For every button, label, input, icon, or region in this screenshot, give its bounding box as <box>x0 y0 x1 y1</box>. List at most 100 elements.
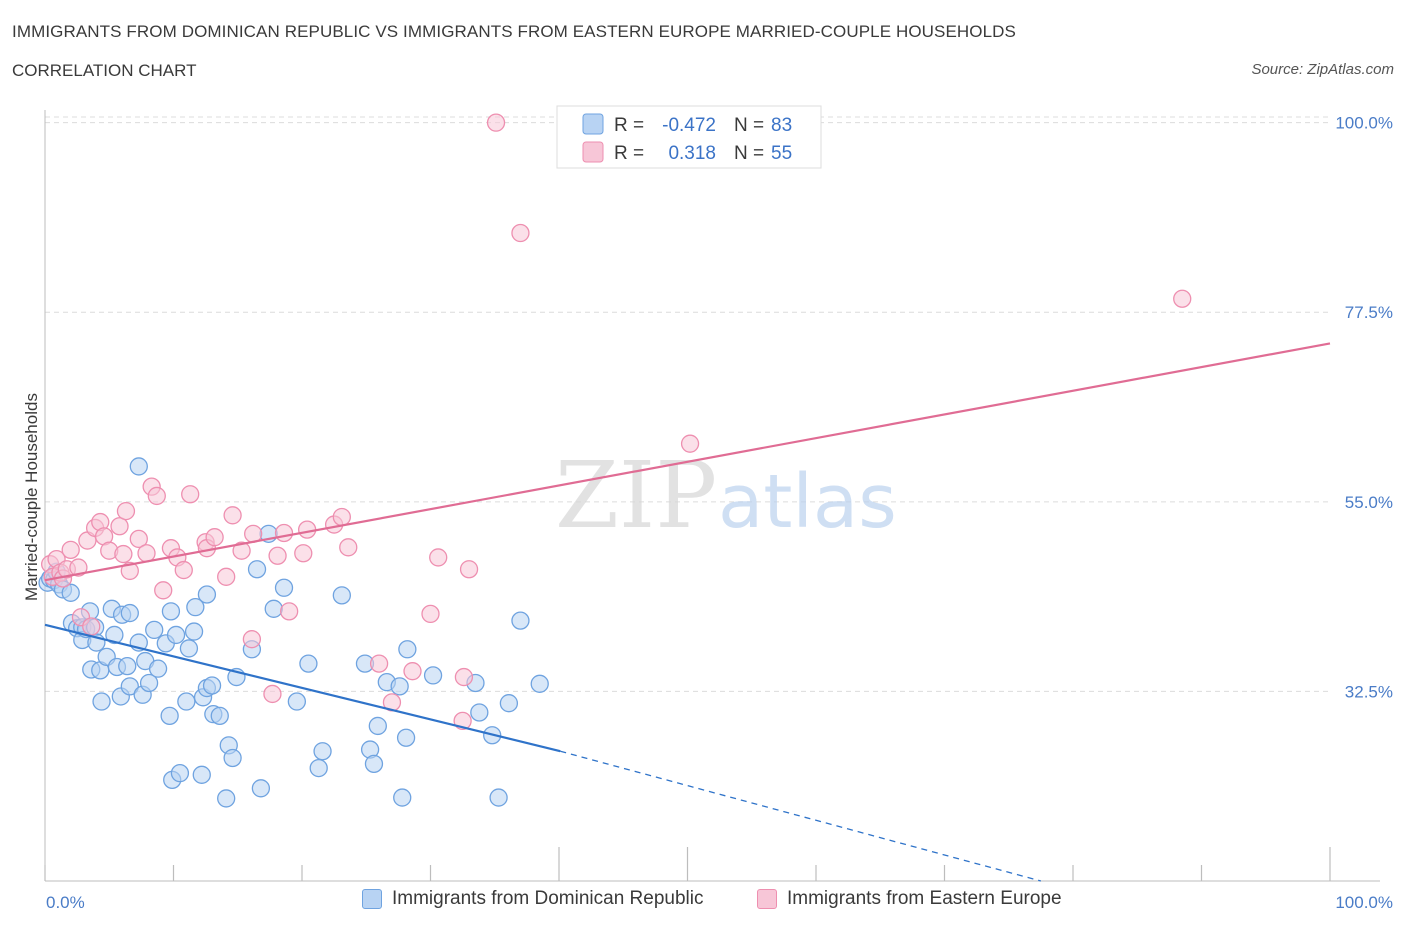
point-s1-17 <box>116 501 136 521</box>
series-1 <box>40 113 1192 731</box>
point-s1-7 <box>69 558 88 577</box>
point-s0-42 <box>184 622 204 641</box>
point-s0-41 <box>179 639 199 658</box>
watermark: ZIP atlas <box>555 442 897 549</box>
point-s0-20 <box>105 625 124 645</box>
point-s0-73 <box>396 728 416 747</box>
bottom-legend: Immigrants from Dominican Republic Immig… <box>0 888 1406 916</box>
point-s0-47 <box>197 585 217 604</box>
point-s0-51 <box>217 789 236 808</box>
point-s0-62 <box>299 654 318 673</box>
point-s1-33 <box>232 541 251 560</box>
point-s0-38 <box>166 625 186 645</box>
point-s0-80 <box>499 694 519 713</box>
point-s0-36 <box>161 602 181 621</box>
chart-title: IMMIGRANTS FROM DOMINICAN REPUBLIC VS IM… <box>12 22 1016 41</box>
trend-line-0 <box>44 623 561 753</box>
point-s1-48 <box>421 604 440 624</box>
point-s1-30 <box>205 528 224 547</box>
point-s1-32 <box>223 506 242 525</box>
xtick-label-start: 0.0% <box>46 893 85 912</box>
point-s0-59 <box>264 599 283 618</box>
point-s0-56 <box>247 560 267 579</box>
point-s0-17 <box>92 692 111 711</box>
point-s0-6 <box>61 583 80 602</box>
point-s1-20 <box>137 544 156 563</box>
point-s0-69 <box>368 716 387 736</box>
bottom-legend-item-eastern-europe: Immigrants from Eastern Europe <box>757 888 1062 910</box>
legend-r-value-1: 0.318 <box>668 143 716 164</box>
point-s1-39 <box>279 602 299 621</box>
legend-n-value-1: 55 <box>771 143 792 164</box>
point-s1-27 <box>181 485 200 504</box>
legend-n-label-1: N = <box>734 143 764 164</box>
watermark-zip: ZIP <box>555 442 717 549</box>
legend-swatch-0 <box>582 113 604 135</box>
point-s0-79 <box>489 788 508 807</box>
point-s1-55 <box>680 434 700 453</box>
point-s0-48 <box>202 676 222 695</box>
point-s1-44 <box>339 538 358 557</box>
legend: R = -0.472 N = 83 R = 0.318 N = 55 <box>556 105 822 169</box>
tick-labels: 100.0% 77.5% 55.0% 32.5% 0.0% 100.0% <box>46 114 1393 912</box>
point-s1-56 <box>1173 289 1192 308</box>
point-s0-39 <box>170 763 190 783</box>
point-s1-19 <box>129 529 148 549</box>
point-s1-34 <box>242 630 262 649</box>
point-s1-53 <box>486 113 506 132</box>
source-label: Source: ZipAtlas.com <box>1251 61 1394 78</box>
xtick-label-end: 100.0% <box>1335 893 1393 912</box>
point-s1-23 <box>154 581 173 600</box>
point-s1-52 <box>459 560 479 579</box>
point-s1-26 <box>174 560 193 580</box>
point-s0-28 <box>129 457 148 476</box>
point-s0-44 <box>192 765 211 784</box>
trend-layer <box>44 342 1331 882</box>
watermark-atlas: atlas <box>718 459 897 545</box>
point-s0-64 <box>313 742 332 761</box>
point-s0-53 <box>223 748 242 768</box>
ytick-label-77: 77.5% <box>1345 303 1393 322</box>
point-s1-47 <box>403 662 422 681</box>
legend-n-value-0: 83 <box>771 115 792 136</box>
point-s1-49 <box>429 548 448 567</box>
point-s0-65 <box>332 586 351 605</box>
point-s0-71 <box>390 677 409 696</box>
point-s1-16 <box>114 544 133 564</box>
point-s0-82 <box>530 674 549 693</box>
point-s0-74 <box>398 640 417 659</box>
point-s1-10 <box>82 617 101 636</box>
axes <box>44 110 1380 882</box>
point-s1-51 <box>454 667 474 687</box>
trend-line-1 <box>44 342 1331 582</box>
point-s0-40 <box>177 692 196 711</box>
point-s0-72 <box>393 788 412 807</box>
point-s1-36 <box>263 684 282 704</box>
point-s1-6 <box>61 540 80 559</box>
legend-r-value-0: -0.472 <box>662 115 716 136</box>
point-s1-41 <box>297 520 317 539</box>
bottom-legend-label-eastern-europe: Immigrants from Eastern Europe <box>787 888 1062 909</box>
point-s0-77 <box>470 703 489 722</box>
legend-r-label-1: R = <box>614 143 644 164</box>
legend-r-label-0: R = <box>614 115 644 136</box>
point-s1-15 <box>110 517 129 536</box>
chart-subtitle: CORRELATION CHART <box>12 61 197 80</box>
point-s1-45 <box>369 654 389 673</box>
point-s1-31 <box>217 567 236 586</box>
point-s1-37 <box>268 546 287 565</box>
point-s1-40 <box>294 544 313 563</box>
bottom-legend-item-dominican: Immigrants from Dominican Republic <box>362 888 704 910</box>
point-s0-75 <box>423 666 443 685</box>
bottom-legend-swatch-dominican <box>362 889 382 909</box>
point-s0-60 <box>274 578 294 597</box>
ytick-label-32: 32.5% <box>1345 682 1393 701</box>
point-s0-32 <box>145 620 164 640</box>
point-s0-81 <box>511 611 530 630</box>
point-s0-31 <box>139 673 159 693</box>
point-s0-25 <box>120 603 139 623</box>
point-s0-68 <box>364 754 384 774</box>
point-s1-38 <box>274 523 294 543</box>
point-s1-43 <box>332 507 351 527</box>
